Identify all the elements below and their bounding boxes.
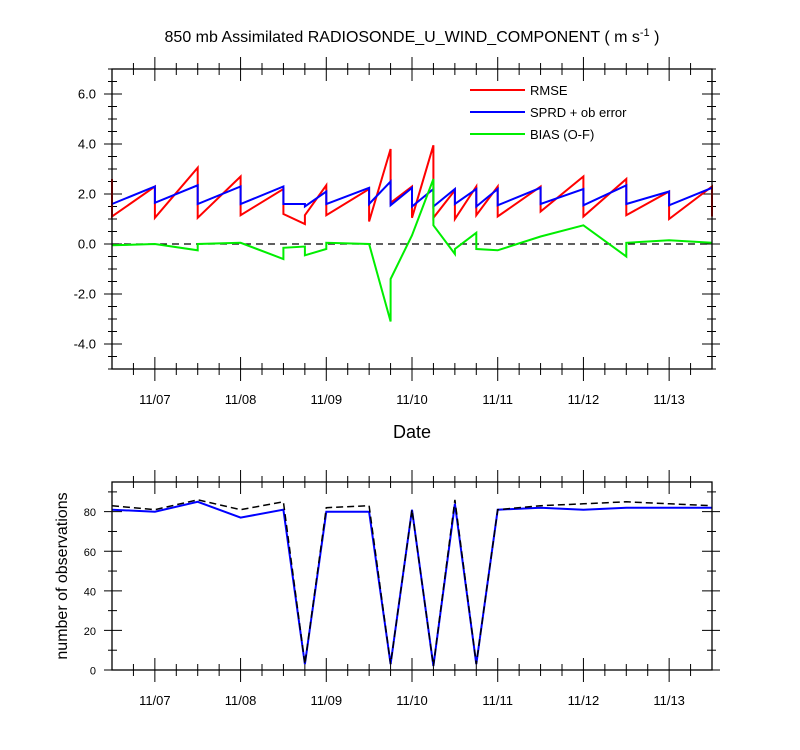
x-tick-label: 11/07 xyxy=(139,392,171,407)
chart-title-main: 850 mb Assimilated RADIOSONDE_U_WIND_COM… xyxy=(165,29,640,46)
series-line-sprd-ob-error xyxy=(111,179,713,209)
top-axis-labels: 11/07 11/08 11/09 11/10 11/11 11/12 11/13 -4.0 -… xyxy=(74,87,685,408)
x-tick-label: 11/12 xyxy=(568,693,600,708)
series-line-assimilated xyxy=(111,500,712,667)
y-tick-label: -4.0 xyxy=(74,337,96,352)
bottom-series-group xyxy=(111,499,713,667)
series-line-bias-o-f xyxy=(111,178,713,322)
y-tick-label: 40 xyxy=(84,586,96,598)
x-tick-label: 11/08 xyxy=(225,392,257,407)
legend: RMSE SPRD + ob error BIAS (O-F) xyxy=(470,83,627,142)
top-plot-frame xyxy=(111,68,713,370)
x-tick-label: 11/12 xyxy=(568,392,600,407)
bottom-plot-frame xyxy=(111,481,713,671)
x-tick-label: 11/13 xyxy=(653,693,685,708)
x-axis-title: Date xyxy=(393,422,431,442)
series-line-rmse xyxy=(111,145,713,226)
y-tick-label: 0 xyxy=(90,666,96,678)
x-tick-label: 11/11 xyxy=(482,392,513,407)
legend-label-bias: BIAS (O-F) xyxy=(530,127,594,142)
x-tick-label: 11/09 xyxy=(310,693,342,708)
x-tick-label: 11/07 xyxy=(139,693,171,708)
x-tick-label: 11/09 xyxy=(310,392,342,407)
x-tick-label: 11/13 xyxy=(653,392,685,407)
x-tick-label: 11/10 xyxy=(396,693,428,708)
y-tick-label: 4.0 xyxy=(78,137,96,152)
top-axis-ticks xyxy=(104,57,720,381)
x-tick-label: 11/11 xyxy=(482,693,513,708)
chart-title: 850 mb Assimilated RADIOSONDE_U_WIND_COM… xyxy=(165,27,660,46)
y-axis-title: number of observations xyxy=(54,492,71,659)
y-tick-label: 6.0 xyxy=(78,87,96,102)
y-tick-label: 20 xyxy=(84,626,96,638)
legend-label-sprd: SPRD + ob error xyxy=(530,105,627,120)
x-tick-label: 11/10 xyxy=(396,392,428,407)
chart-title-sup: -1 xyxy=(640,27,650,39)
series-line-possible xyxy=(111,499,713,667)
y-tick-label: 0.0 xyxy=(78,237,96,252)
bottom-axis-labels: 11/07 11/08 11/09 11/10 11/11 11/12 11/13 0 20 40… xyxy=(84,507,685,708)
legend-label-rmse: RMSE xyxy=(530,83,568,98)
top-series-group xyxy=(111,145,713,322)
y-tick-label: -2.0 xyxy=(74,287,96,302)
chart-title-end: ) xyxy=(650,29,660,46)
y-tick-label: 60 xyxy=(84,547,96,559)
y-tick-label: 2.0 xyxy=(78,187,96,202)
y-tick-label: 80 xyxy=(84,507,96,519)
x-tick-label: 11/08 xyxy=(225,693,257,708)
